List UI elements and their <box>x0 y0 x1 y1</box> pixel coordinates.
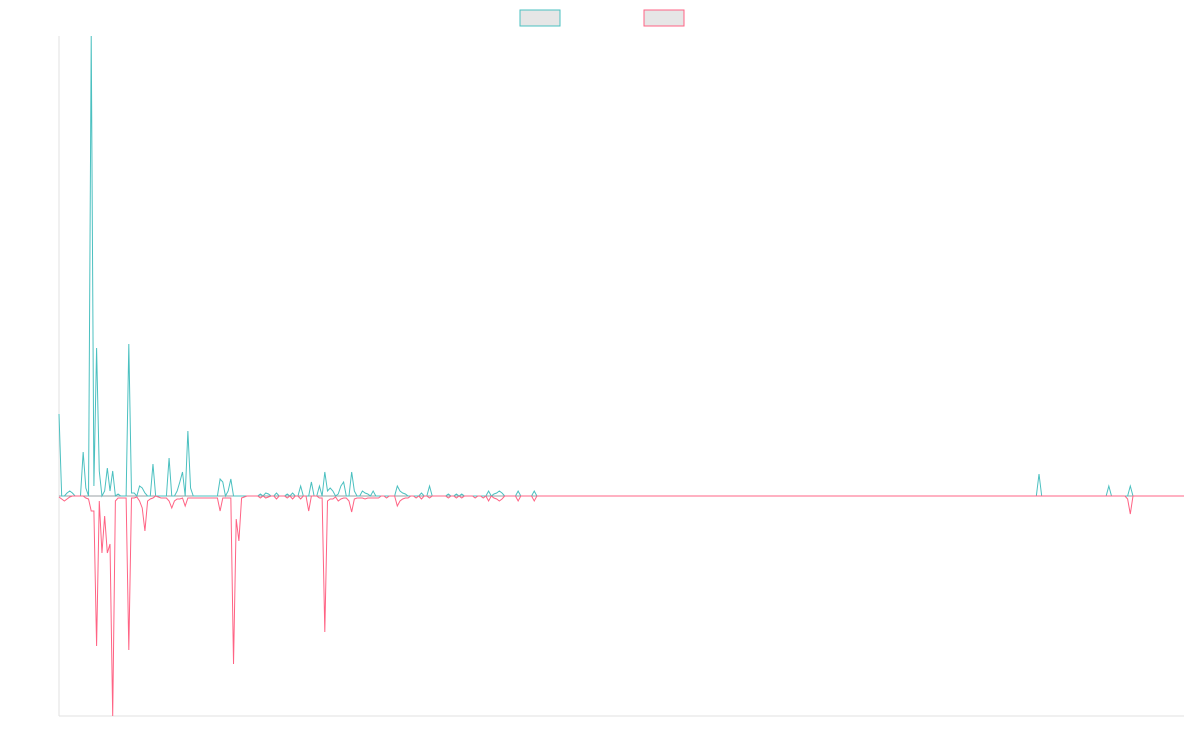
legend-item-2[interactable] <box>643 9 685 27</box>
series-line-1 <box>58 35 1184 498</box>
legend-swatch-1[interactable] <box>519 9 561 27</box>
legend-item-1[interactable] <box>519 9 561 27</box>
legend[interactable] <box>519 9 685 27</box>
legend-swatch-2[interactable] <box>643 9 685 27</box>
series-layer <box>58 35 1184 717</box>
series-line-2 <box>58 495 1184 717</box>
chart-axes <box>58 36 1184 717</box>
